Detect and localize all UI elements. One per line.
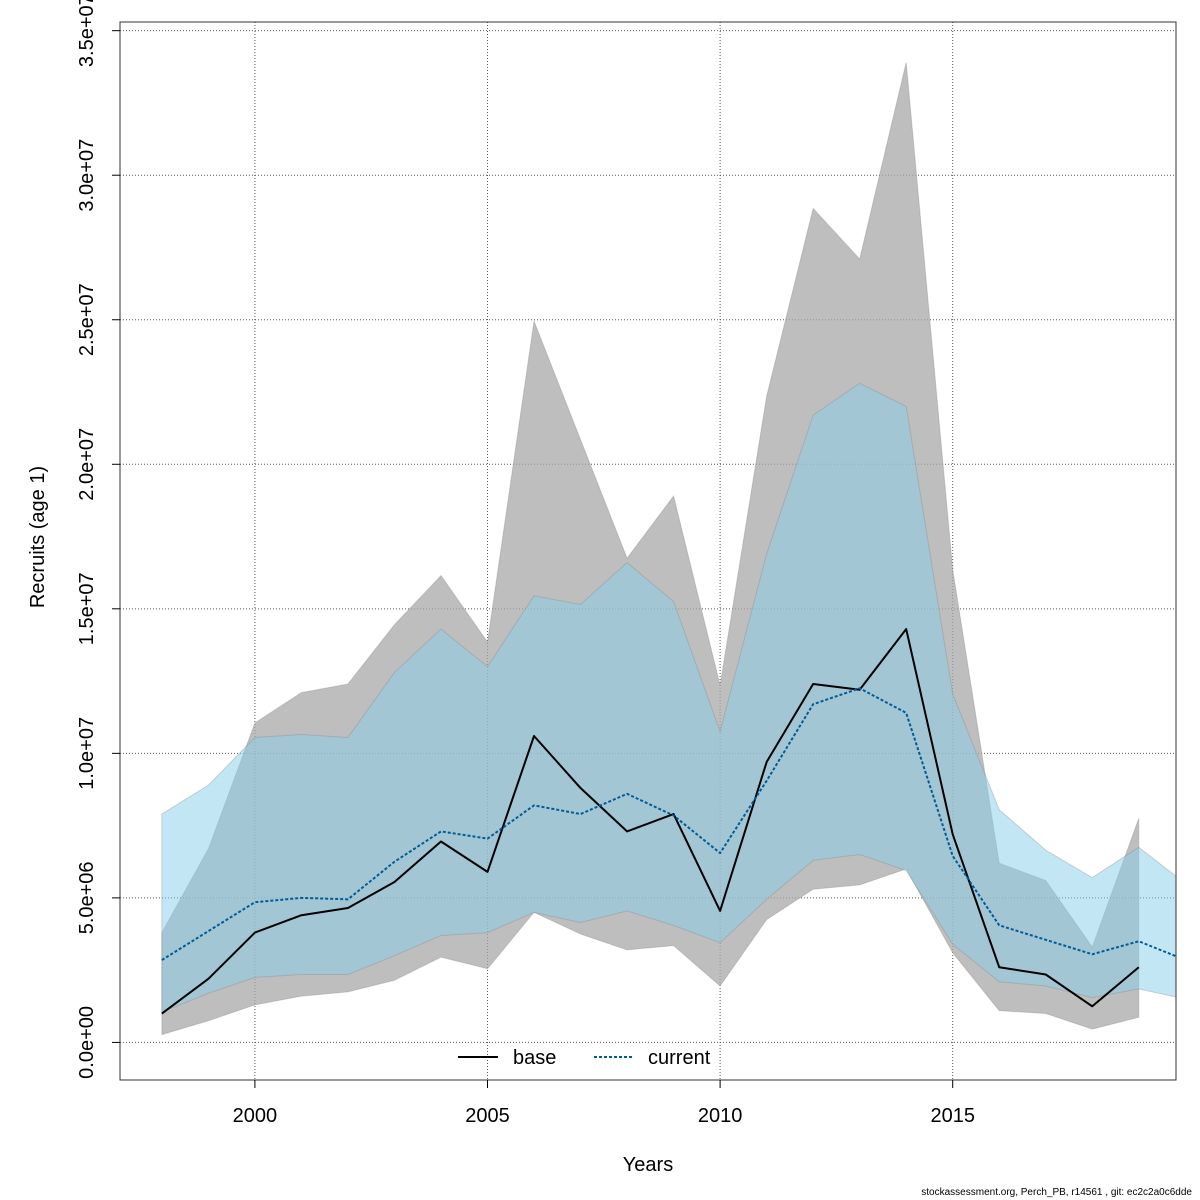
series-lines [161, 628, 1176, 1015]
y-tick-label: 3.0e+07 [76, 139, 98, 212]
x-tick-label: 2005 [465, 1105, 510, 1127]
legend-label-base: base [513, 1047, 556, 1069]
x-tick-label: 2000 [233, 1105, 278, 1127]
legend: base current [458, 1047, 711, 1069]
confidence-bands [161, 62, 1176, 1036]
y-axis: 0.0e+00 5.0e+06 1.0e+07 1.5e+07 2.0e+07 2.5e+… [76, 0, 120, 1079]
y-tick-label: 0.0e+00 [76, 1006, 98, 1079]
y-tick-label: 2.5e+07 [76, 283, 98, 356]
y-tick-label: 2.0e+07 [76, 428, 98, 501]
y-tick-label: 3.5e+07 [76, 0, 98, 67]
confidence-band-current [161, 382, 1176, 1013]
y-tick-label: 5.0e+06 [76, 861, 98, 934]
footer-text: stockassessment.org, Perch_PB, r14561 , … [921, 1187, 1192, 1198]
y-tick-label: 1.0e+07 [76, 717, 98, 790]
x-tick-label: 2015 [930, 1105, 975, 1127]
y-axis-label: Recruits (age 1) [27, 466, 49, 608]
plot-frame [119, 21, 1177, 1081]
y-tick-label: 1.5e+07 [76, 572, 98, 645]
x-axis: 2000 2005 2010 2015 [233, 1080, 975, 1127]
series-line-base [161, 628, 1140, 1015]
legend-label-current: current [648, 1047, 711, 1069]
x-axis-label: Years [623, 1154, 673, 1176]
x-tick-label: 2010 [698, 1105, 743, 1127]
